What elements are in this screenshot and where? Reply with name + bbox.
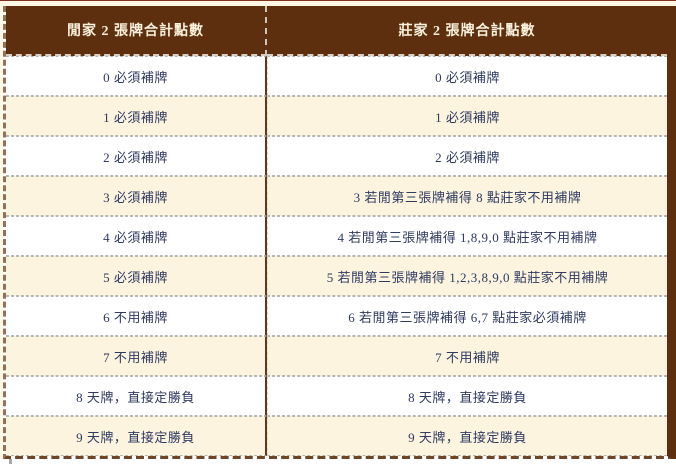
table-row: 7 不用補牌 7 不用補牌 [6, 336, 667, 376]
banker-rule-cell: 4 若閒第三張牌補得 1,8,9,0 點莊家不用補牌 [267, 216, 667, 256]
baccarat-rules-table: 閒家 2 張牌合計點數 莊家 2 張牌合計點數 0 必須補牌 0 必須補牌 1 … [6, 6, 667, 456]
table-row: 0 必須補牌 0 必須補牌 [6, 56, 667, 96]
banker-rule-cell: 0 必須補牌 [267, 56, 667, 96]
header-row: 閒家 2 張牌合計點數 莊家 2 張牌合計點數 [6, 6, 667, 56]
banker-rule-cell: 2 必須補牌 [267, 136, 667, 176]
player-rule-cell: 3 必須補牌 [6, 176, 268, 216]
table-row: 3 必須補牌 3 若閒第三張牌補得 8 點莊家不用補牌 [6, 176, 667, 216]
player-rule-cell: 0 必須補牌 [6, 56, 268, 96]
player-rule-cell: 8 天牌，直接定勝負 [6, 376, 268, 416]
player-rule-cell: 6 不用補牌 [6, 296, 268, 336]
table-row: 4 必須補牌 4 若閒第三張牌補得 1,8,9,0 點莊家不用補牌 [6, 216, 667, 256]
scrollbar-artifact [9, 459, 12, 464]
bottom-page-strip [0, 459, 676, 465]
banker-rule-cell: 5 若閒第三張牌補得 1,2,3,8,9,0 點莊家不用補牌 [267, 256, 667, 296]
rules-table-container: 閒家 2 張牌合計點數 莊家 2 張牌合計點數 0 必須補牌 0 必須補牌 1 … [3, 6, 676, 460]
banker-rule-cell: 1 必須補牌 [267, 96, 667, 136]
player-total-header: 閒家 2 張牌合計點數 [6, 6, 268, 56]
banker-rule-cell: 7 不用補牌 [267, 336, 667, 376]
player-rule-cell: 9 天牌，直接定勝負 [6, 416, 268, 456]
player-rule-cell: 2 必須補牌 [6, 136, 268, 176]
player-rule-cell: 5 必須補牌 [6, 256, 268, 296]
table-row: 8 天牌，直接定勝負 8 天牌，直接定勝負 [6, 376, 667, 416]
banker-total-header: 莊家 2 張牌合計點數 [267, 6, 667, 56]
player-rule-cell: 1 必須補牌 [6, 96, 268, 136]
table-row: 6 不用補牌 6 若閒第三張牌補得 6,7 點莊家必須補牌 [6, 296, 667, 336]
table-row: 9 天牌，直接定勝負 9 天牌，直接定勝負 [6, 416, 667, 456]
table-row: 5 必須補牌 5 若閒第三張牌補得 1,2,3,8,9,0 點莊家不用補牌 [6, 256, 667, 296]
banker-rule-cell: 3 若閒第三張牌補得 8 點莊家不用補牌 [267, 176, 667, 216]
player-rule-cell: 4 必須補牌 [6, 216, 268, 256]
banker-rule-cell: 8 天牌，直接定勝負 [267, 376, 667, 416]
table-row: 2 必須補牌 2 必須補牌 [6, 136, 667, 176]
banker-rule-cell: 9 天牌，直接定勝負 [267, 416, 667, 456]
player-rule-cell: 7 不用補牌 [6, 336, 268, 376]
table-row: 1 必須補牌 1 必須補牌 [6, 96, 667, 136]
banker-rule-cell: 6 若閒第三張牌補得 6,7 點莊家必須補牌 [267, 296, 667, 336]
